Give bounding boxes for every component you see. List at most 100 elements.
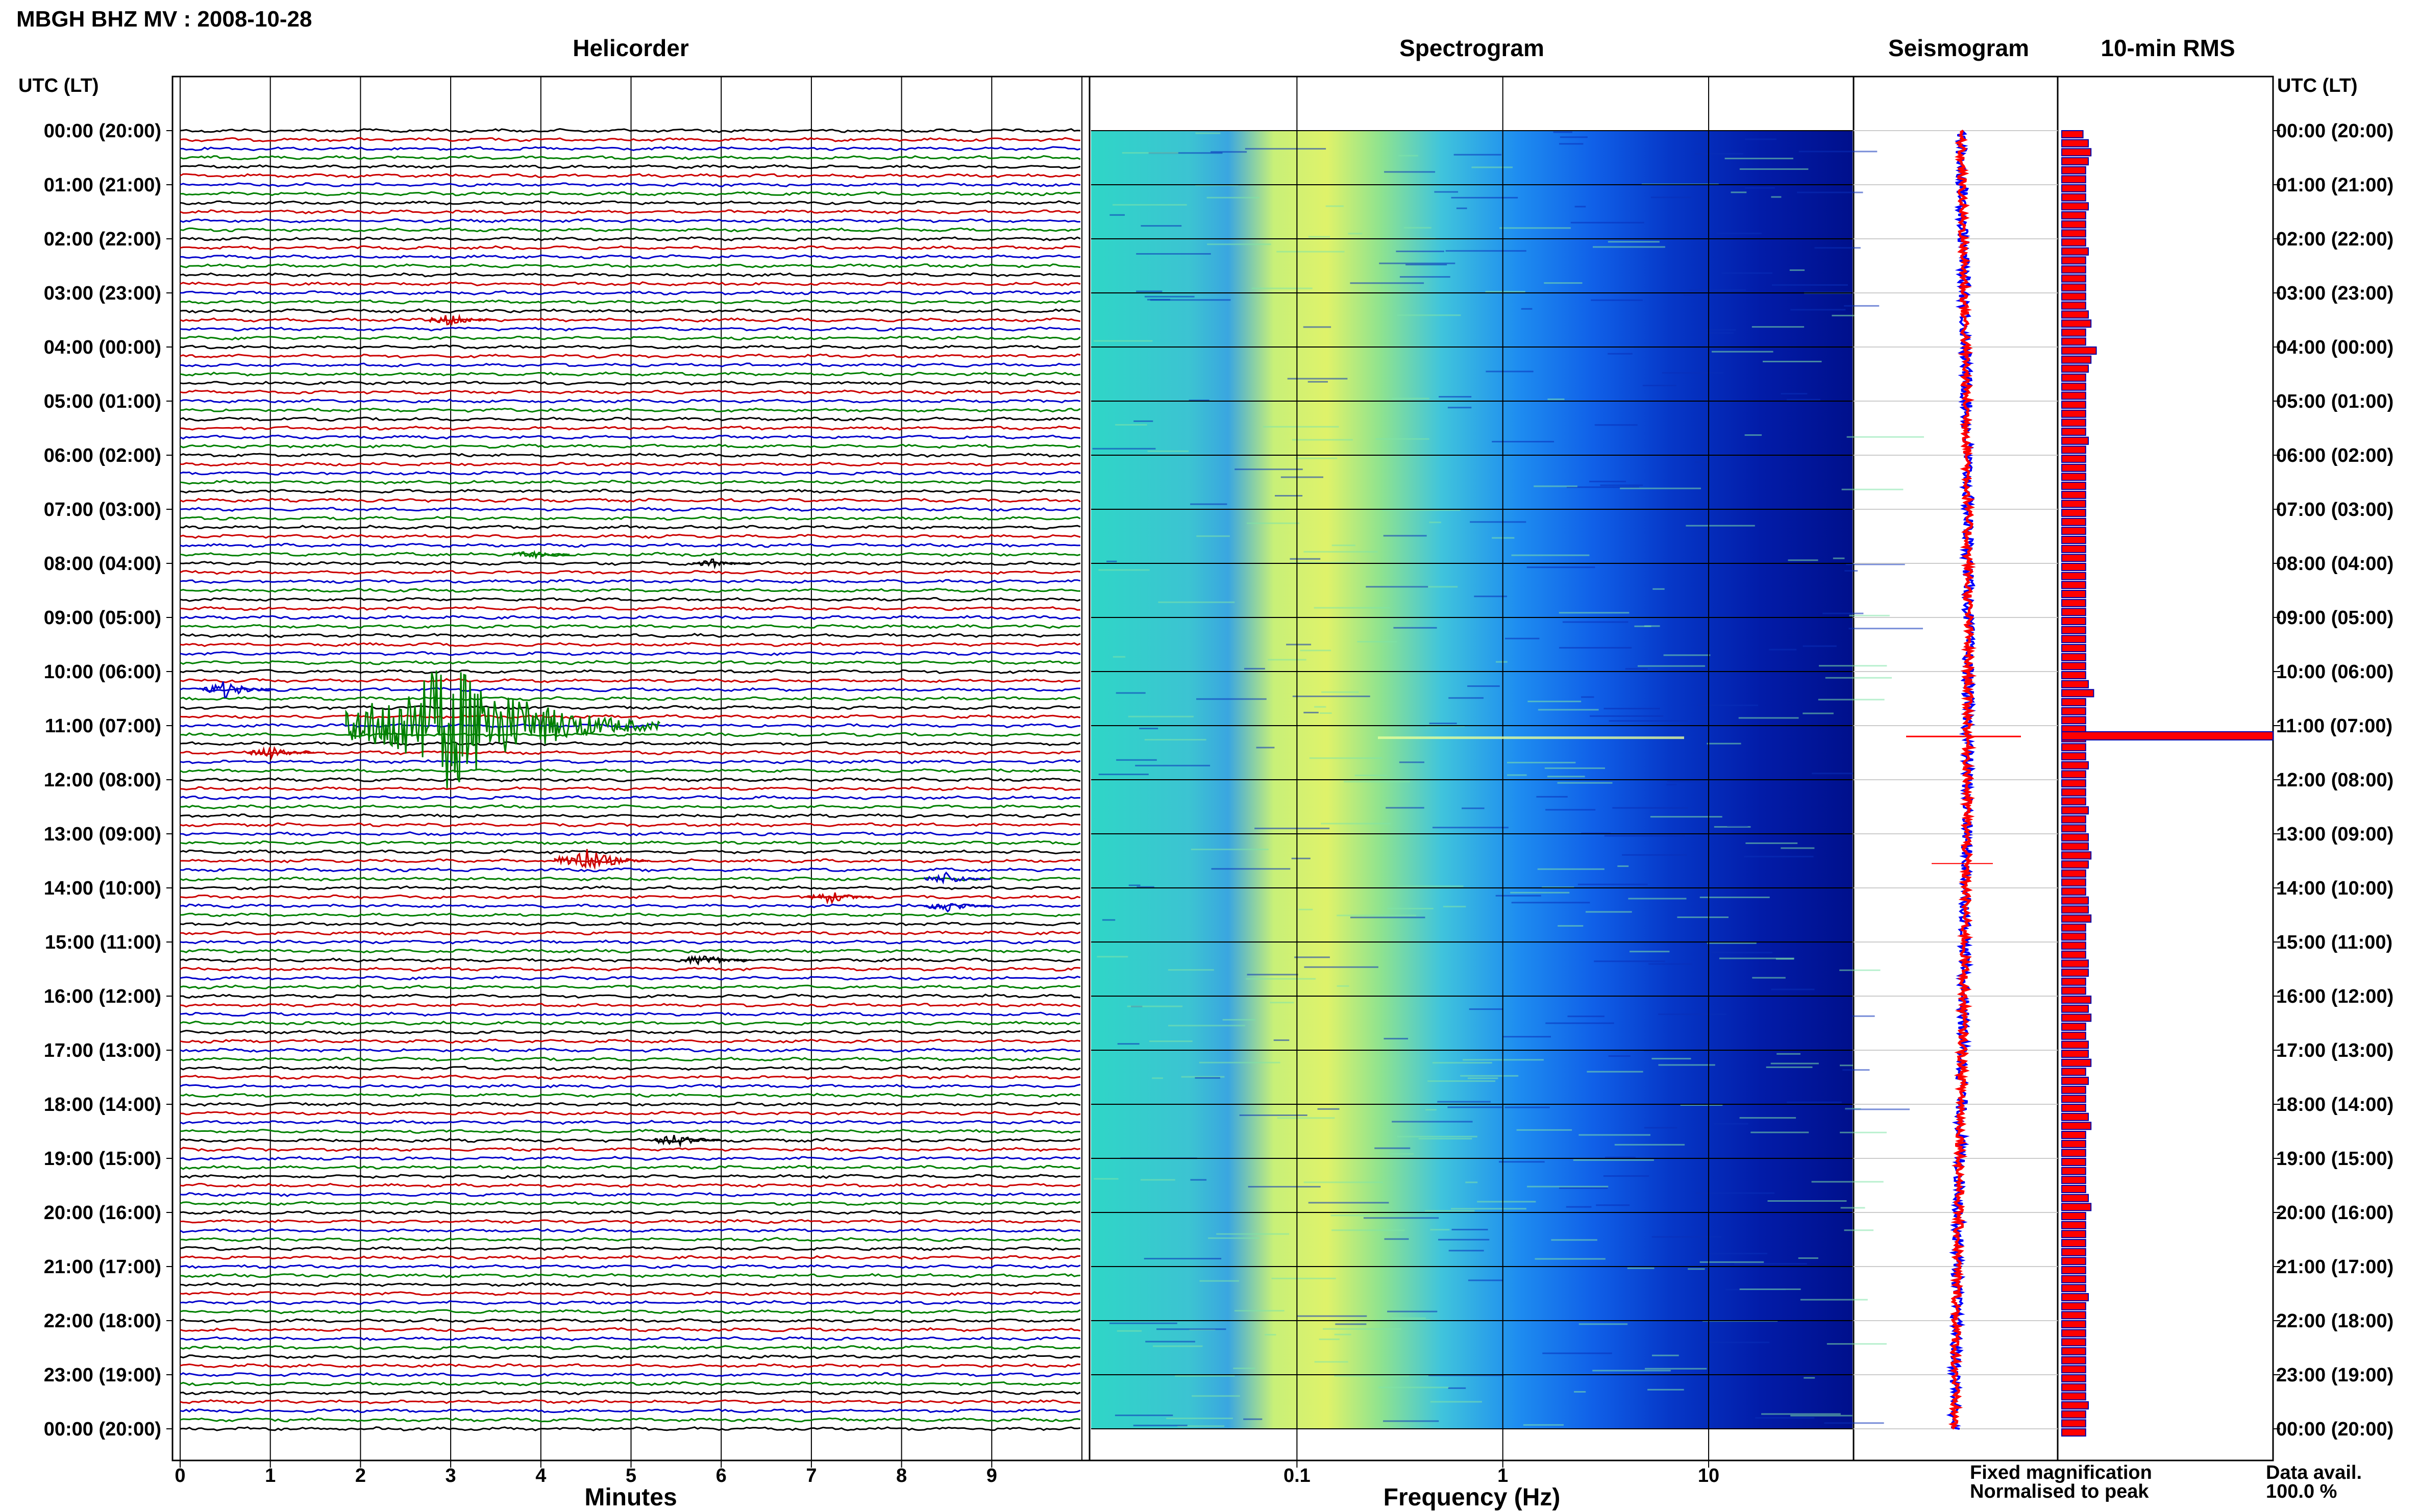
spectrogram-texture-streak <box>1270 1002 1294 1004</box>
helicorder-trace <box>180 624 1081 629</box>
helicorder-event <box>428 313 495 327</box>
spectrogram-xlabel: Frequency (Hz) <box>1384 1484 1561 1511</box>
spectrogram-texture-streak <box>1694 461 1709 463</box>
rms-bar <box>2061 653 2086 661</box>
spectrogram-texture-streak <box>1638 665 1706 667</box>
spectrogram-texture-streak <box>1153 1345 1203 1347</box>
time-label-right: 02:00 (22:00) <box>2276 229 2393 250</box>
spectrogram-texture-streak <box>1387 908 1434 909</box>
helicorder-trace <box>180 317 1081 323</box>
spectrogram-texture-streak <box>1392 398 1429 400</box>
spectrogram-texture-streak <box>1744 434 1762 436</box>
helicorder-trace <box>180 1056 1081 1062</box>
helicorder-trace <box>180 759 1081 764</box>
spectrogram-texture-streak <box>1697 704 1758 706</box>
spectrogram-texture-streak <box>1504 637 1540 639</box>
spectrogram-texture-streak <box>1133 1424 1188 1426</box>
spectrogram-texture-streak <box>1712 351 1773 353</box>
spectrogram-texture-streak <box>1384 171 1436 173</box>
spectrogram-texture-streak <box>1300 650 1331 652</box>
spectrogram-texture-streak <box>1254 827 1330 829</box>
spectrogram-texture-streak <box>1386 807 1424 809</box>
time-label-right: 06:00 (02:00) <box>2276 445 2393 466</box>
rms-bar <box>2061 1365 2086 1374</box>
time-label-right: 12:00 (08:00) <box>2276 770 2393 791</box>
spectrogram-texture-streak <box>1148 152 1223 154</box>
spectrogram-texture-streak <box>1544 282 1583 284</box>
seismogram-normalised-trace <box>1948 129 1977 1430</box>
spectrogram-texture-streak <box>1625 668 1648 670</box>
spectrogram-texture-streak <box>1471 166 1513 168</box>
rms-bar <box>2061 1077 2089 1085</box>
spectrogram-texture-streak <box>1308 236 1330 238</box>
spectrogram-texture-streak <box>1244 667 1265 670</box>
rms-bar <box>2061 626 2086 634</box>
spectrogram-texture-streak <box>1581 832 1611 834</box>
spectrogram-texture-streak <box>1577 883 1648 885</box>
spectrogram-texture-streak <box>1447 407 1472 409</box>
x-axis-ticks: 0 1 2 3 4 5 6 7 8 9 0.1 1 10 <box>175 1460 1719 1486</box>
helicorder-trace <box>180 1129 1080 1134</box>
spectrogram-texture-streak <box>1707 942 1757 944</box>
spectrogram-texture-streak <box>1706 329 1736 331</box>
rms-bar <box>2061 950 2086 959</box>
spectrogram-texture-streak <box>1798 1257 1818 1259</box>
time-label-left: 09:00 (05:00) <box>44 607 161 629</box>
time-label-left: 19:00 (15:00) <box>44 1148 161 1170</box>
rms-bar <box>2061 887 2086 896</box>
rms-bar <box>2061 473 2086 481</box>
spectrogram-texture-streak <box>1392 1121 1473 1123</box>
spectrogram-texture-streak <box>1716 232 1762 234</box>
helicorder-trace <box>180 822 1081 828</box>
spectrogram-texture-streak <box>1804 1377 1815 1379</box>
spectrogram-texture-streak <box>1445 250 1526 252</box>
spectrogram-texture-streak <box>1291 857 1311 859</box>
utc-lt-left-label: UTC (LT) <box>18 75 99 96</box>
helicorder-trace <box>180 290 1081 295</box>
spectrogram-texture-streak <box>1190 1179 1207 1181</box>
spectrogram-texture-streak <box>1290 562 1355 564</box>
helicorder-trace <box>180 1219 1081 1224</box>
spectrogram-texture-streak <box>1128 715 1194 717</box>
helicorder-trace <box>180 723 1081 728</box>
spectrogram-texture-streak <box>1094 1178 1119 1180</box>
spectrogram-texture-streak <box>1331 1229 1405 1231</box>
rms-bar <box>2061 617 2086 626</box>
spectrogram-texture-streak <box>1492 441 1554 442</box>
spectrogram-texture-streak <box>1560 136 1588 138</box>
spectrogram-texture-streak <box>1303 711 1319 713</box>
spectrogram-texture-streak <box>1398 155 1418 157</box>
rms-bar <box>2061 463 2086 472</box>
spectrogram-texture-streak <box>1714 1123 1748 1125</box>
rms-bar <box>2061 1347 2086 1356</box>
spectrogram-texture-streak <box>1630 951 1670 953</box>
helicorder-trace <box>180 218 1081 224</box>
rms-bar <box>2061 1104 2086 1112</box>
helicorder-trace <box>180 786 1081 791</box>
spectrogram-texture-streak <box>1800 1299 1868 1301</box>
spectrogram-texture-streak <box>1268 659 1306 661</box>
legend-normalised-to-peak: Normalised to peak <box>1970 1481 2149 1502</box>
spectrogram-title: Spectrogram <box>1399 35 1544 61</box>
spectrogram-texture-streak <box>1547 776 1585 778</box>
spectrogram-texture-streak <box>1208 1237 1260 1239</box>
legend-fixed-magnification: Fixed magnification <box>1970 1462 2152 1483</box>
helicorder-trace <box>180 894 1081 900</box>
helicorder-trace <box>180 344 1081 350</box>
helicorder-trace <box>180 182 1081 187</box>
station-title: MBGH BHZ MV : 2008-10-28 <box>16 7 312 32</box>
spectrogram-xtick-label: 0.1 <box>1283 1465 1311 1486</box>
spectrogram-texture-streak <box>1384 1037 1409 1039</box>
spectrogram-texture-streak <box>1609 720 1688 722</box>
helicorder-trace <box>180 1345 1081 1351</box>
spectrogram-texture-streak <box>1303 551 1378 553</box>
spectrogram-texture-streak <box>1542 1352 1612 1354</box>
time-label-left: 05:00 (01:00) <box>44 391 161 412</box>
spectrogram-texture-streak <box>1651 1058 1691 1060</box>
helicorder-trace <box>180 714 1081 720</box>
spectrogram-texture-streak <box>1612 807 1689 809</box>
helicorder-trace <box>180 768 1081 774</box>
spectrogram-texture-streak <box>1545 1022 1614 1024</box>
time-label-left: 04:00 (00:00) <box>44 337 161 358</box>
rms-bar <box>2061 1122 2092 1130</box>
